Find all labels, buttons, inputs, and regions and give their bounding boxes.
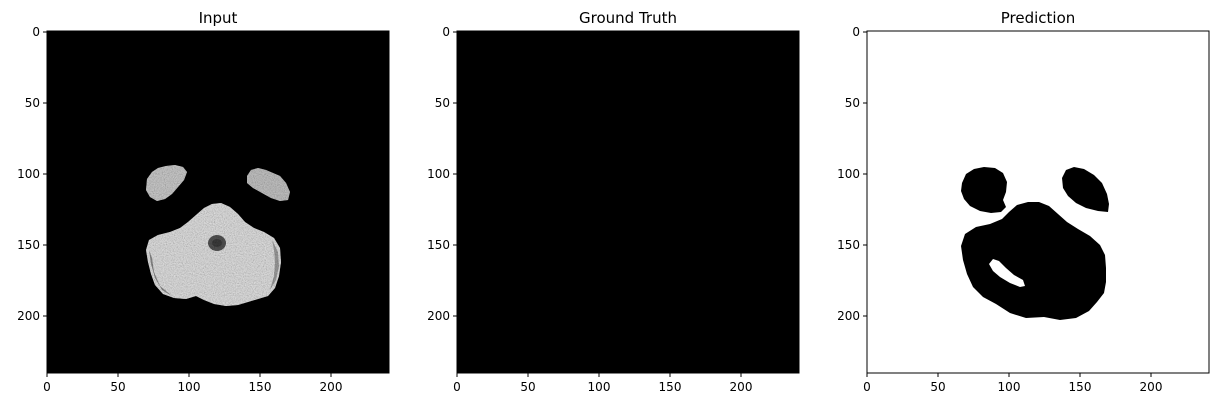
y-tick-label: 50	[435, 96, 450, 110]
central-spot-core	[212, 239, 222, 247]
x-tick-label: 200	[730, 380, 753, 394]
x-tick-label: 100	[998, 380, 1021, 394]
image-area	[457, 31, 799, 373]
x-tick-label: 0	[863, 380, 871, 394]
right-lobe	[247, 168, 290, 201]
panel-title: Ground Truth	[579, 9, 677, 27]
y-tick-label: 50	[25, 96, 40, 110]
prediction-mask	[961, 167, 1109, 320]
panel-input: Input 0 50 100 150 20	[17, 9, 390, 394]
y-tick-label: 150	[17, 238, 40, 252]
central-blob	[961, 202, 1106, 320]
left-lobe	[146, 165, 187, 201]
x-tick-label: 50	[520, 380, 535, 394]
x-tick-label: 150	[249, 380, 272, 394]
panel-ground-truth: Ground Truth 0 50 100 150 200 0 50 100 1…	[427, 9, 800, 394]
y-tick-label: 150	[427, 238, 450, 252]
y-tick-label: 200	[17, 309, 40, 323]
right-blob	[1062, 167, 1109, 212]
panel-title: Prediction	[1001, 9, 1076, 27]
x-axis: 0 50 100 150 200	[863, 373, 1162, 394]
panel-title: Input	[199, 9, 238, 27]
y-axis: 0 50 100 150 200	[427, 25, 457, 323]
axes-frame	[456, 30, 800, 374]
mass-shading	[270, 240, 279, 290]
image-area	[47, 31, 389, 373]
y-axis: 0 50 100 150 200	[837, 25, 867, 323]
x-tick-label: 50	[930, 380, 945, 394]
y-tick-label: 0	[32, 25, 40, 39]
y-tick-label: 200	[427, 309, 450, 323]
x-tick-label: 200	[1140, 380, 1163, 394]
y-tick-label: 100	[427, 167, 450, 181]
x-tick-label: 150	[1069, 380, 1092, 394]
brain-slice-image	[146, 165, 290, 306]
x-axis: 0 50 100 150 200	[453, 373, 752, 394]
x-tick-label: 100	[178, 380, 201, 394]
y-tick-label: 100	[837, 167, 860, 181]
central-mass	[146, 203, 281, 306]
left-blob	[961, 167, 1007, 213]
x-tick-label: 0	[43, 380, 51, 394]
axes-frame	[46, 30, 390, 374]
panel-prediction: Prediction 0 50 100 150 200	[837, 9, 1210, 394]
x-tick-label: 100	[588, 380, 611, 394]
y-axis: 0 50 100 150 200	[17, 25, 47, 323]
x-tick-label: 150	[659, 380, 682, 394]
y-tick-label: 200	[837, 309, 860, 323]
y-tick-label: 0	[852, 25, 860, 39]
x-tick-label: 0	[453, 380, 461, 394]
y-tick-label: 0	[442, 25, 450, 39]
axes-frame	[866, 30, 1210, 374]
inner-hole	[989, 259, 1025, 287]
y-tick-label: 50	[845, 96, 860, 110]
x-tick-label: 50	[110, 380, 125, 394]
x-axis: 0 50 100 150 200	[43, 373, 342, 394]
y-tick-label: 100	[17, 167, 40, 181]
mass-shading	[149, 250, 172, 296]
x-tick-label: 200	[320, 380, 343, 394]
y-tick-label: 150	[837, 238, 860, 252]
